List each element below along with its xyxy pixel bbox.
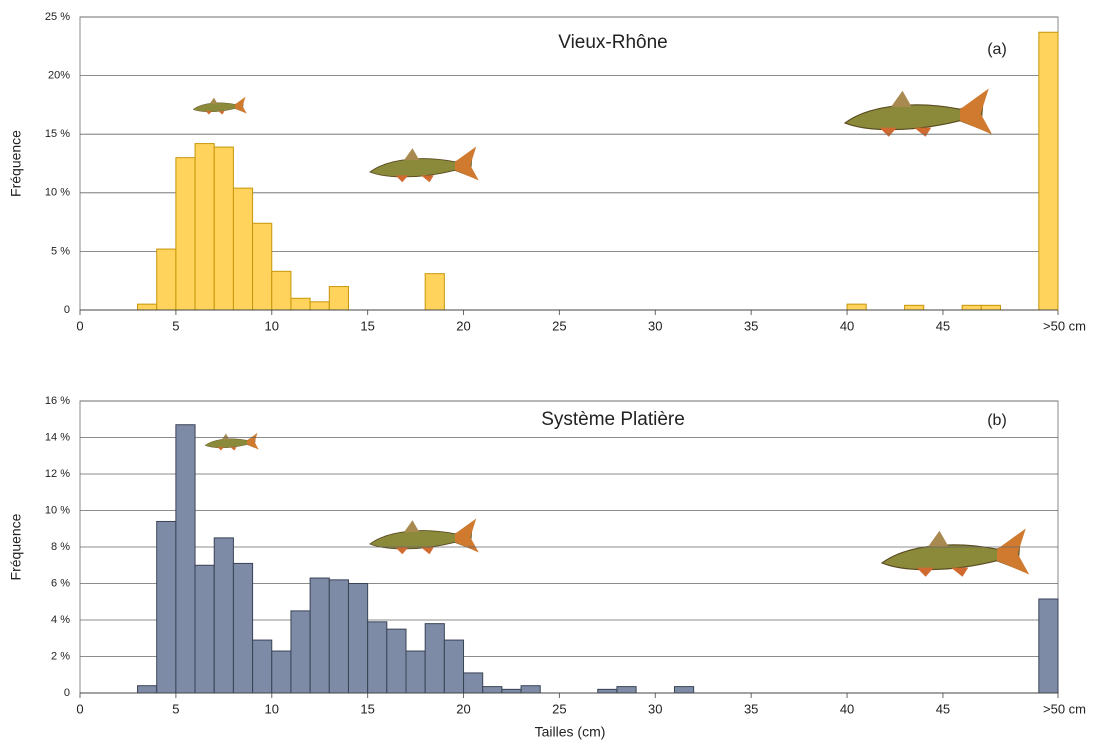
annotation: (b) <box>987 412 1007 429</box>
fish-illustration <box>881 527 1030 578</box>
y-tick-label: 8 % <box>51 541 70 553</box>
bar <box>961 304 982 311</box>
bar <box>482 686 503 694</box>
bar <box>309 301 330 311</box>
y-tick-label: 16 % <box>45 395 70 407</box>
bar <box>328 286 349 311</box>
x-tick-label: 20 <box>456 701 470 716</box>
chart-title: Système Platière <box>541 409 685 430</box>
x-axis-label: Tailles (cm) <box>535 724 606 740</box>
bar <box>194 143 215 311</box>
x-tick-label: 10 <box>265 701 279 716</box>
y-tick-label: 10 % <box>45 504 70 516</box>
bar <box>616 686 637 694</box>
x-tick-label: 35 <box>744 318 758 333</box>
bar <box>156 248 177 311</box>
y-tick-label: 20% <box>48 70 70 82</box>
bar <box>501 688 522 694</box>
bar <box>520 685 541 694</box>
bar <box>271 270 292 311</box>
x-tick-label: 10 <box>265 318 279 333</box>
x-tick-label: 30 <box>648 701 662 716</box>
y-tick-label: 6 % <box>51 577 70 589</box>
bar <box>213 537 234 694</box>
bar <box>463 672 484 694</box>
y-tick-label: 0 <box>64 687 70 699</box>
bar <box>443 639 465 694</box>
bar <box>1038 31 1059 311</box>
bar <box>424 623 445 694</box>
y-axis-label: Fréquence <box>8 513 24 580</box>
bar <box>290 610 311 694</box>
bar <box>290 297 311 311</box>
bar <box>271 650 292 694</box>
y-tick-label: 2 % <box>51 650 70 662</box>
fish-illustration <box>204 432 259 451</box>
fish-illustration <box>844 87 993 138</box>
bar <box>309 577 330 694</box>
y-tick-label: 15 % <box>45 128 70 140</box>
bar <box>194 564 215 694</box>
bar <box>175 157 196 311</box>
chart-title: Vieux-Rhône <box>558 32 668 53</box>
x-tick-label: 40 <box>840 318 854 333</box>
x-tick-label: 15 <box>360 318 374 333</box>
bar <box>980 304 1001 311</box>
y-tick-label: 0 <box>64 304 70 316</box>
x-tick-label: >50 cm <box>1043 318 1086 333</box>
y-tick-label: 10 % <box>45 187 70 199</box>
bar <box>424 273 445 311</box>
fish-illustration <box>369 146 480 183</box>
bar <box>597 688 618 694</box>
y-tick-label: 4 % <box>51 614 70 626</box>
fish-illustration <box>369 518 480 555</box>
x-tick-label: 0 <box>76 701 83 716</box>
bar <box>904 304 925 311</box>
fish-illustration <box>192 96 247 115</box>
bar <box>328 579 349 694</box>
x-tick-label: 30 <box>648 318 662 333</box>
x-tick-label: >50 cm <box>1043 701 1086 716</box>
annotation: (a) <box>987 41 1007 58</box>
y-tick-label: 25 % <box>45 11 70 23</box>
x-tick-label: 5 <box>172 701 179 716</box>
bar <box>252 222 273 311</box>
bar <box>1038 598 1059 694</box>
bar <box>232 187 254 311</box>
x-tick-label: 40 <box>840 701 854 716</box>
bar <box>213 146 234 311</box>
x-tick-label: 25 <box>552 318 566 333</box>
x-tick-label: 45 <box>936 318 950 333</box>
bar <box>252 639 273 694</box>
bar <box>347 583 369 694</box>
bar <box>175 424 196 694</box>
bar <box>673 686 695 694</box>
y-tick-label: 14 % <box>45 431 70 443</box>
bar <box>137 685 158 694</box>
x-tick-label: 0 <box>76 318 83 333</box>
bar <box>232 562 254 694</box>
bar <box>386 628 407 694</box>
x-tick-label: 15 <box>360 701 374 716</box>
y-tick-label: 12 % <box>45 468 70 480</box>
x-tick-label: 20 <box>456 318 470 333</box>
y-axis-label: Fréquence <box>8 130 24 197</box>
y-tick-label: 5 % <box>51 245 70 257</box>
x-tick-label: 45 <box>936 701 950 716</box>
x-tick-label: 35 <box>744 701 758 716</box>
bar <box>405 650 426 694</box>
bar <box>137 303 158 311</box>
bar <box>156 520 177 694</box>
bar <box>846 303 867 311</box>
x-tick-label: 25 <box>552 701 566 716</box>
bar <box>367 621 388 694</box>
x-tick-label: 5 <box>172 318 179 333</box>
